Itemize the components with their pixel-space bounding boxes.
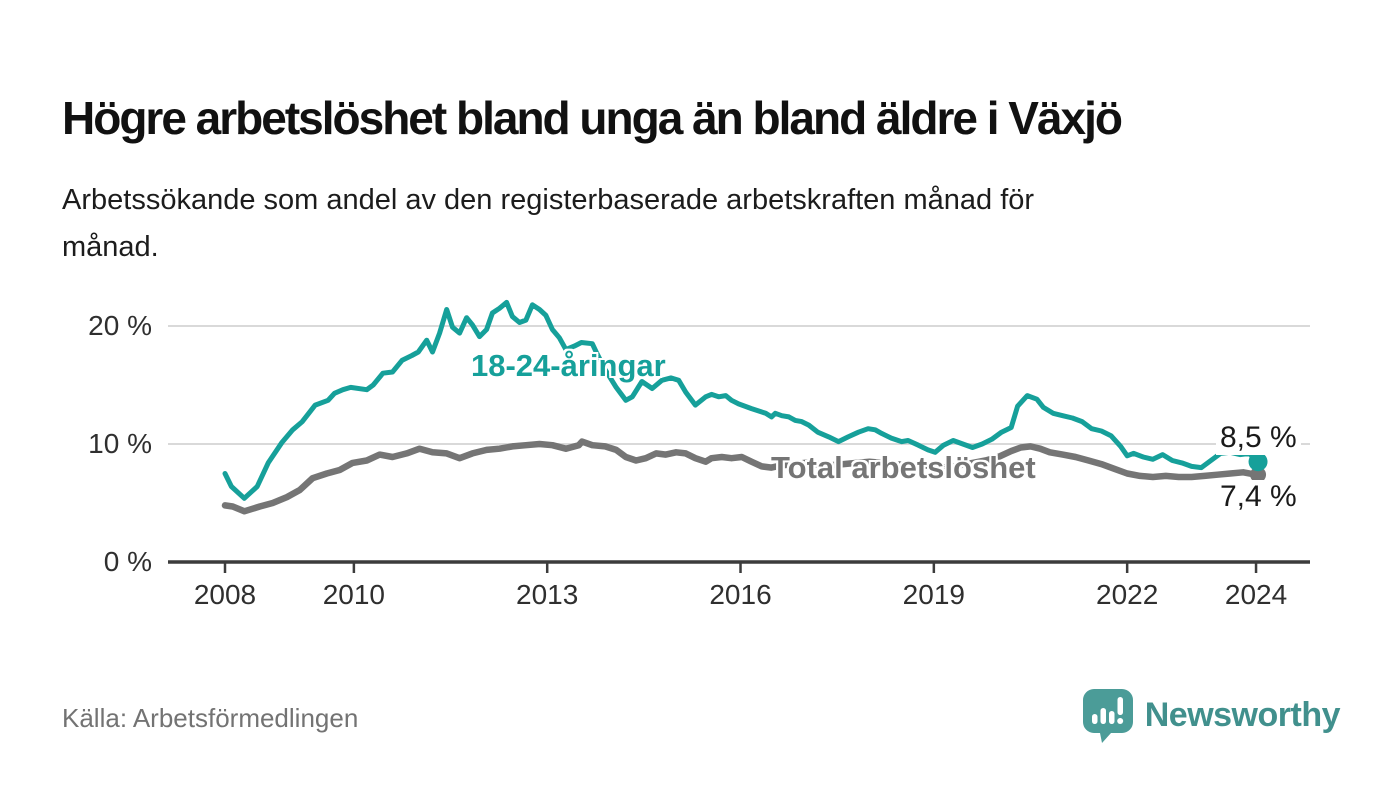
x-axis-tick-label: 2010: [322, 579, 386, 610]
x-axis-tick-label: 2024: [1224, 579, 1288, 610]
newsworthy-bubble-chart-icon: [1082, 689, 1133, 743]
end-value-total: 7,4 %: [1216, 480, 1301, 514]
newsworthy-logo: Newsworthy: [1081, 686, 1341, 744]
source-note: Källa: Arbetsförmedlingen: [62, 703, 359, 733]
x-axis-tick-label: 2013: [516, 579, 579, 610]
series-end-dot: [1248, 452, 1268, 472]
series-label-total: Total arbetslöshet: [771, 450, 1036, 485]
y-axis-tick-label: 20 %: [88, 310, 152, 341]
chart-subtitle: Arbetssökande som andel av den registerb…: [62, 184, 1035, 263]
series-line-total: [221, 438, 1260, 515]
end-value-youth: 8,5 %: [1216, 421, 1301, 455]
y-axis-tick-label: 10 %: [88, 428, 152, 459]
y-axis-tick-label: 0 %: [103, 546, 152, 577]
series-line-youth: [222, 299, 1259, 501]
newsworthy-wordmark: Newsworthy: [1144, 695, 1341, 734]
x-axis-tick-label: 2022: [1096, 579, 1159, 610]
series-label-youth: 18-24-åringar: [471, 348, 666, 383]
x-axis-tick-label: 2016: [709, 579, 772, 610]
page-title: Högre arbetslöshet bland unga än bland ä…: [62, 91, 1123, 144]
x-axis-tick-label: 2008: [193, 579, 257, 610]
series-end-dot: [1250, 466, 1267, 483]
x-axis-tick-label: 2019: [902, 579, 965, 610]
